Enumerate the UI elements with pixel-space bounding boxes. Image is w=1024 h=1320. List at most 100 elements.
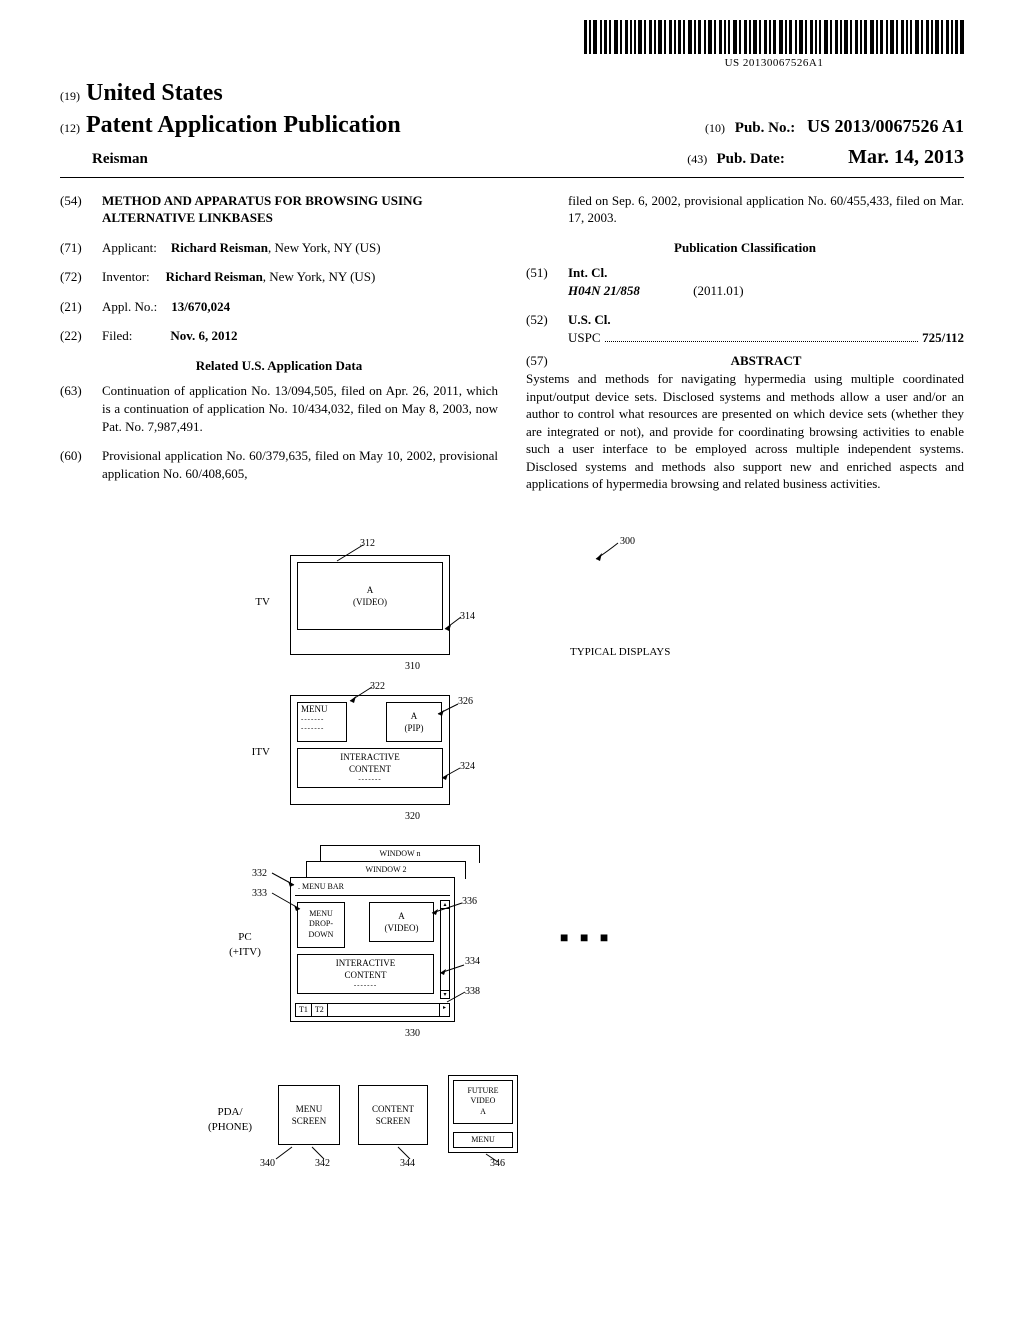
itv-menu-label: MENU (301, 703, 328, 715)
itv-box: MENU ------- ------- A (PIP) INTERACTIVE… (290, 695, 450, 805)
content-screen: CONTENT SCREEN (358, 1085, 428, 1145)
barcode: US 20130067526A1 (584, 20, 964, 71)
title-text: METHOD AND APPARATUS FOR BROWSING USING … (102, 192, 498, 227)
barcode-svg (584, 20, 964, 54)
header-pubdate-block: (43) Pub. Date: Mar. 14, 2013 (687, 144, 964, 171)
filed-label: Filed: (102, 327, 132, 345)
title-code: (54) (60, 192, 92, 227)
applicant-value: Richard Reisman (171, 240, 268, 255)
inventor-value: Richard Reisman (166, 269, 263, 284)
cont-code: (63) (60, 382, 92, 400)
ref-336: 336 (462, 895, 477, 909)
pc-interactive: INTERACTIVE CONTENT ------- (297, 954, 434, 994)
ref-324: 324 (460, 760, 475, 774)
uscl-num: 725/112 (922, 329, 964, 347)
header-pubno-label: Pub. No.: (735, 120, 795, 136)
ref-310: 310 (405, 660, 420, 674)
prov-code: (60) (60, 447, 92, 465)
filed-value: Nov. 6, 2012 (170, 327, 237, 345)
ellipsis-icon: ■ ■ ■ (560, 930, 612, 949)
uscl-dots (605, 341, 919, 342)
header-rule (60, 177, 964, 178)
ref-326: 326 (458, 695, 473, 709)
itv-pip: A (PIP) (386, 702, 442, 742)
header-country-name: United States (86, 80, 223, 106)
header-pubdate-prefix: (43) (687, 152, 707, 166)
lead-322 (348, 687, 374, 708)
uscl-uspc: USPC (568, 329, 601, 347)
intcl-row: H04N 21/858 (2011.01) (568, 282, 964, 300)
lead-324 (440, 767, 462, 785)
tab-t2: T2 (312, 1004, 328, 1016)
tv-video: A (VIDEO) (297, 562, 443, 630)
future-video: FUTURE VIDEO A (453, 1080, 513, 1124)
header-pubdate: Mar. 14, 2013 (848, 146, 964, 168)
uscl-section: (52) U.S. Cl. USPC 725/112 (526, 311, 964, 346)
lead-346 (486, 1151, 500, 1169)
uscl-code: (52) (526, 311, 558, 329)
lead-336 (430, 902, 464, 920)
menu-screen: MENU SCREEN (278, 1085, 340, 1145)
ref-330: 330 (405, 1027, 420, 1041)
menu-bar: . MENU BAR (295, 882, 450, 896)
header-main-row: (12) Patent Application Publication (10) … (60, 109, 964, 141)
figure: 300 TYPICAL DISPLAYS TV A (VIDEO) 312 31… (60, 535, 964, 1275)
header-doc-type: Patent Application Publication (86, 112, 401, 138)
header-doc-type-block: (12) Patent Application Publication (60, 109, 401, 141)
ref-334: 334 (465, 955, 480, 969)
intcl-label: Int. Cl. (568, 264, 607, 282)
left-column: (54) METHOD AND APPARATUS FOR BROWSING U… (60, 192, 498, 505)
lead-334 (438, 962, 466, 980)
lead-333 (272, 893, 302, 916)
related-header: Related U.S. Application Data (60, 357, 498, 375)
lead-344 (398, 1147, 412, 1166)
barcode-block: US 20130067526A1 (60, 20, 964, 71)
uscl-row: USPC 725/112 (568, 329, 964, 347)
abstract-label: ABSTRACT (568, 352, 964, 370)
label-pc: PC (+ITV) (220, 930, 270, 960)
lead-314 (443, 617, 463, 636)
header-author: Reisman (60, 149, 148, 169)
label-itv: ITV (230, 745, 270, 760)
applicant-label: Applicant: (102, 239, 157, 257)
intcl-code: (51) (526, 264, 558, 282)
header-pubno-block: (10) Pub. No.: US 2013/0067526 A1 (705, 114, 964, 138)
inventor-section: (72) Inventor: Richard Reisman, New York… (60, 268, 498, 286)
future-box: FUTURE VIDEO A MENU (448, 1075, 518, 1153)
abstract-text: Systems and methods for navigating hyper… (526, 370, 964, 493)
header-pubno-prefix: (10) (705, 121, 725, 135)
lead-340 (276, 1147, 294, 1166)
pubclass-header: Publication Classification (526, 239, 964, 257)
itv-interactive: INTERACTIVE CONTENT ------- (297, 748, 443, 788)
pc-video: A (VIDEO) (369, 902, 434, 942)
header-pubno: US 2013/0067526 A1 (807, 116, 964, 136)
header-doc-prefix: (12) (60, 121, 80, 135)
intcl-section: (51) Int. Cl. H04N 21/858 (2011.01) (526, 264, 964, 299)
intcl-date: (2011.01) (693, 283, 743, 298)
ref-300: 300 (620, 535, 635, 549)
applno-code: (21) (60, 298, 92, 316)
provisional-section: (60) Provisional application No. 60/379,… (60, 447, 498, 482)
menu-dropdown: MENU DROP- DOWN (297, 902, 345, 948)
menu-bar-label: MENU BAR (302, 882, 344, 891)
barcode-text: US 20130067526A1 (584, 56, 964, 71)
ref-332: 332 (252, 867, 267, 881)
lead-332 (272, 873, 296, 892)
continuation-section: (63) Continuation of application No. 13/… (60, 382, 498, 435)
right-column: filed on Sep. 6, 2002, provisional appli… (526, 192, 964, 505)
label-tv: TV (230, 595, 270, 610)
title-section: (54) METHOD AND APPARATUS FOR BROWSING U… (60, 192, 498, 227)
abstract-section: (57) ABSTRACT Systems and methods for na… (526, 352, 964, 492)
ref-340: 340 (260, 1157, 275, 1171)
lead-338 (445, 991, 467, 1009)
itv-menu: MENU ------- ------- (297, 702, 347, 742)
tv-box: A (VIDEO) (290, 555, 450, 655)
cont-text: Continuation of application No. 13/094,5… (102, 382, 498, 435)
lead-300 (590, 543, 620, 568)
applicant-code: (71) (60, 239, 92, 257)
header-second-row: Reisman (43) Pub. Date: Mar. 14, 2013 (60, 144, 964, 171)
prov-text: Provisional application No. 60/379,635, … (102, 447, 498, 482)
filed-section: (22) Filed: Nov. 6, 2012 (60, 327, 498, 345)
pc-box: . MENU BAR MENU DROP- DOWN A (VIDEO) INT… (290, 877, 455, 1022)
itv-interactive-label: INTERACTIVE CONTENT (340, 751, 400, 775)
